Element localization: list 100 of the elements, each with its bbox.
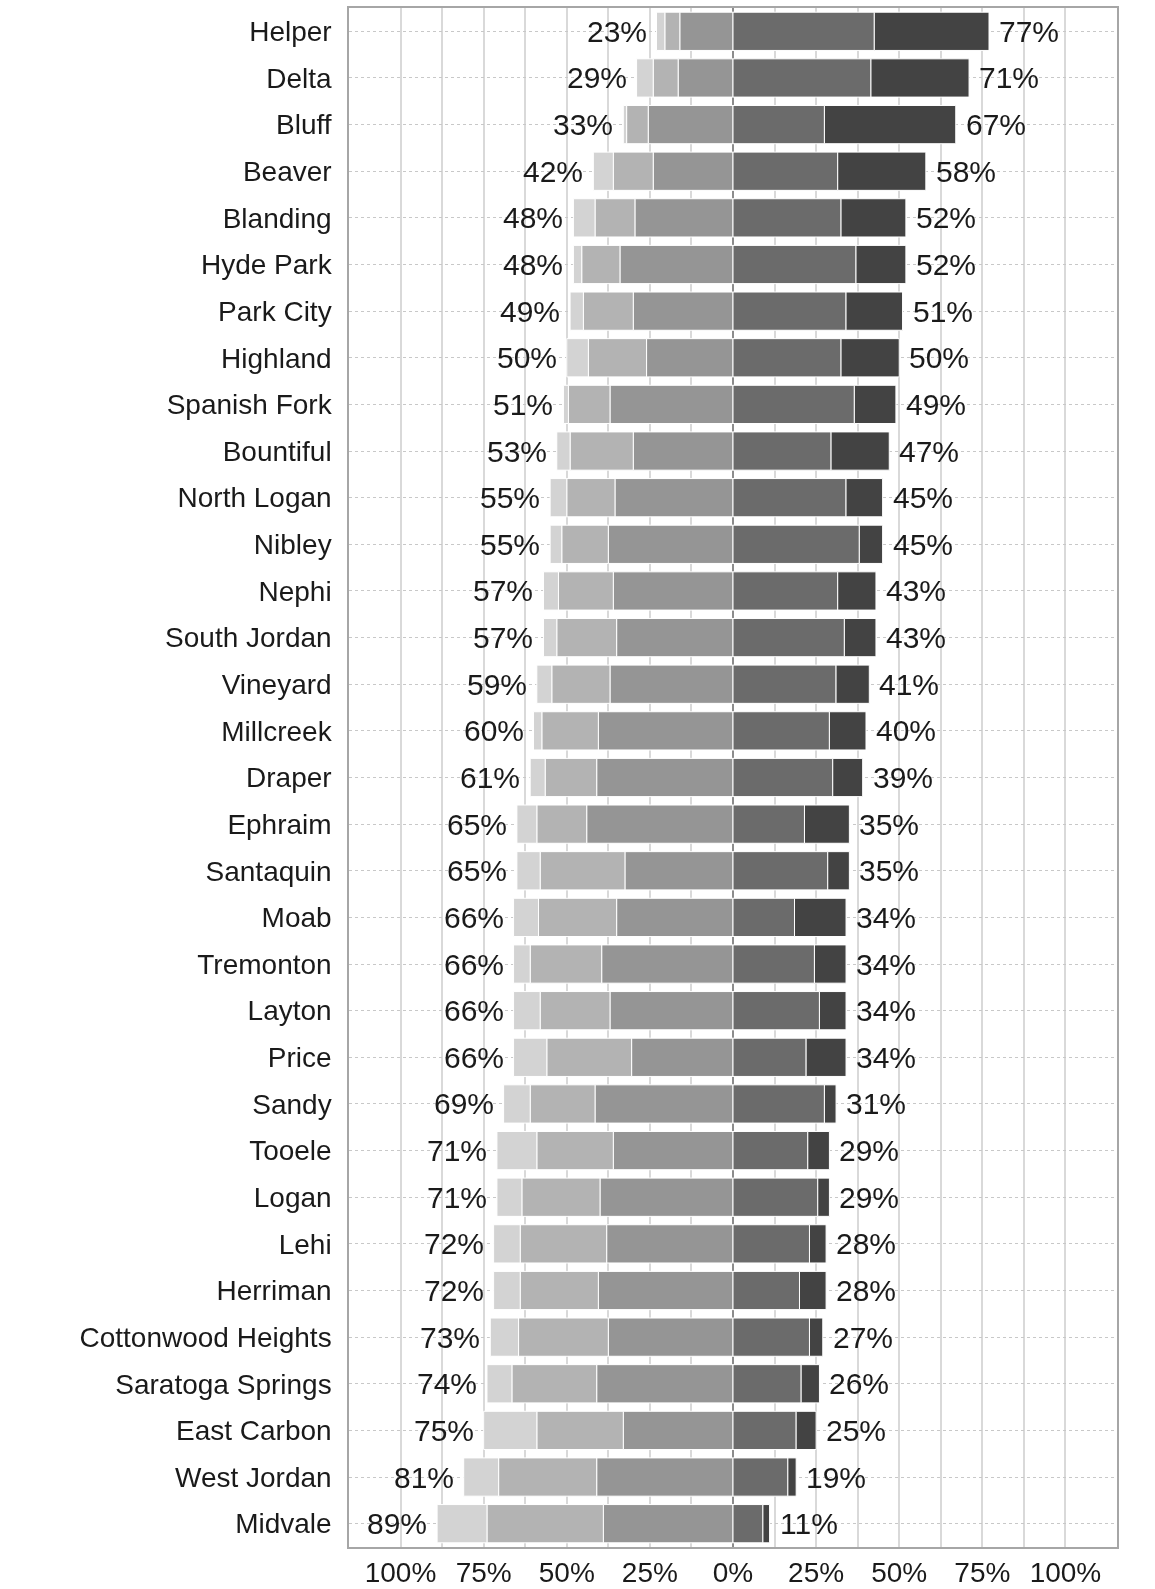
x-tick-label: 100%	[364, 1557, 437, 1589]
y-tick-label: Park City	[218, 295, 332, 327]
annotation: 71%	[427, 1181, 488, 1214]
y-tick-label: Helper	[249, 16, 332, 48]
annotation: 33%	[553, 108, 614, 141]
y-tick-label: Nibley	[253, 529, 332, 561]
y-tick-label: Spanish Fork	[166, 389, 333, 421]
annotation: 53%	[487, 435, 548, 468]
annotation: 72%	[424, 1227, 485, 1260]
annotation: 34%	[856, 901, 917, 934]
x-tick-label: 75%	[455, 1557, 512, 1589]
annotation: 73%	[420, 1321, 481, 1354]
x-tick-label: 25%	[788, 1557, 845, 1589]
annotation: 59%	[467, 668, 528, 701]
y-tick-label: Beaver	[242, 156, 332, 188]
annotation: 29%	[839, 1181, 900, 1214]
annotation: 89%	[367, 1507, 428, 1540]
annotation: 69%	[434, 1087, 495, 1120]
y-tick-label: Herriman	[216, 1275, 332, 1307]
annotation: 31%	[846, 1087, 907, 1120]
annotation: 47%	[899, 435, 960, 468]
annotation: 65%	[447, 854, 508, 887]
annotation: 58%	[936, 155, 997, 188]
y-tick-label: Saratoga Springs	[115, 1368, 332, 1400]
y-tick-label: Midvale	[235, 1508, 332, 1540]
annotation: 74%	[417, 1367, 478, 1400]
annotation: 50%	[497, 341, 558, 374]
annotation: 51%	[493, 388, 554, 421]
y-tick-label: West Jordan	[174, 1461, 332, 1493]
annotation: 48%	[503, 201, 564, 234]
y-tick-label: South Jordan	[165, 622, 332, 654]
x-tick-label: 100%	[1029, 1557, 1102, 1589]
annotation: 27%	[833, 1321, 894, 1354]
annotation: 43%	[886, 621, 947, 654]
annotation: 75%	[414, 1414, 475, 1447]
annotation: 65%	[447, 808, 508, 841]
annotation: 52%	[916, 201, 977, 234]
y-tick-label: Hyde Park	[200, 249, 333, 281]
y-tick-label: Millcreek	[221, 715, 333, 747]
annotation: 55%	[480, 528, 541, 561]
y-tick-label: Layton	[247, 995, 332, 1027]
annotation: 48%	[503, 248, 564, 281]
annotation: 60%	[464, 714, 525, 747]
annotation: 55%	[480, 481, 541, 514]
annotation: 41%	[879, 668, 940, 701]
y-tick-label: Blanding	[222, 202, 332, 234]
annotation: 66%	[444, 994, 505, 1027]
annotation: 29%	[567, 61, 628, 94]
y-tick-label: Moab	[261, 902, 332, 934]
annotation: 67%	[966, 108, 1027, 141]
annotation: 66%	[444, 948, 505, 981]
y-tick-label: Price	[267, 1042, 332, 1074]
y-tick-label: East Carbon	[176, 1415, 332, 1447]
annotation: 23%	[587, 15, 648, 48]
y-tick-label: Nephi	[258, 575, 332, 607]
annotation: 11%	[780, 1507, 838, 1540]
annotation: 29%	[839, 1134, 900, 1167]
x-tick-label: 50%	[538, 1557, 595, 1589]
annotation: 66%	[444, 901, 505, 934]
y-tick-label: Sandy	[252, 1088, 332, 1120]
annotation: 35%	[859, 808, 920, 841]
annotation: 43%	[886, 574, 947, 607]
annotation: 28%	[836, 1274, 897, 1307]
y-tick-label: Tremonton	[197, 948, 332, 980]
y-tick-label: Logan	[253, 1182, 332, 1214]
y-tick-label: Highland	[221, 342, 332, 374]
annotation: 25%	[826, 1414, 887, 1447]
y-tick-label: Lehi	[278, 1228, 332, 1260]
annotation: 28%	[836, 1227, 897, 1260]
annotation: 40%	[876, 714, 937, 747]
annotation: 66%	[444, 1041, 505, 1074]
annotation: 34%	[856, 994, 917, 1027]
annotation: 57%	[473, 621, 534, 654]
annotation: 52%	[916, 248, 977, 281]
y-tick-label: Ephraim	[227, 808, 332, 840]
annotation: 81%	[394, 1461, 455, 1494]
annotation: 49%	[906, 388, 967, 421]
annotation: 35%	[859, 854, 920, 887]
x-tick-label: 25%	[621, 1557, 678, 1589]
annotation: 77%	[999, 15, 1060, 48]
annotation: 71%	[979, 61, 1040, 94]
y-tick-label: Cottonwood Heights	[79, 1321, 332, 1353]
annotation: 51%	[913, 295, 974, 328]
x-tick-label: 50%	[871, 1557, 928, 1589]
annotation: 49%	[500, 295, 561, 328]
annotation: 39%	[873, 761, 934, 794]
annotation: 45%	[893, 528, 954, 561]
annotation: 61%	[460, 761, 521, 794]
annotation: 45%	[893, 481, 954, 514]
annotation: 26%	[829, 1367, 890, 1400]
annotation: 72%	[424, 1274, 485, 1307]
y-tick-label: North Logan	[177, 482, 332, 514]
y-tick-label: Bluff	[276, 109, 332, 141]
annotation: 42%	[523, 155, 584, 188]
x-tick-label: 0%	[712, 1557, 754, 1589]
y-tick-label: Bountiful	[222, 435, 332, 467]
y-tick-label: Vineyard	[221, 669, 332, 701]
annotation: 34%	[856, 1041, 917, 1074]
x-tick-label: 75%	[954, 1557, 1011, 1589]
annotation: 19%	[806, 1461, 867, 1494]
